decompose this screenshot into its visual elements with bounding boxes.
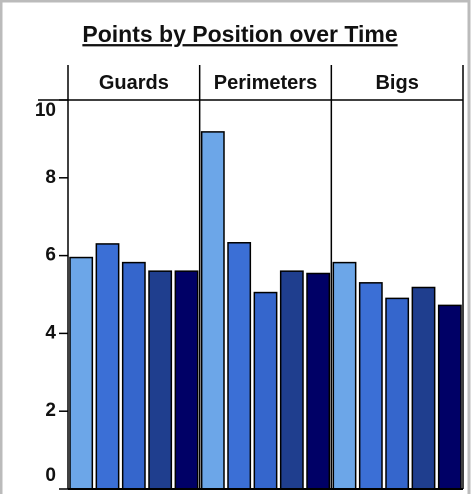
panel-label: Bigs xyxy=(375,72,418,94)
bar xyxy=(148,270,173,490)
y-tick-label: 0 xyxy=(45,465,56,486)
y-tick-label: 8 xyxy=(45,167,56,188)
y-tick-label: 6 xyxy=(45,245,56,266)
bar xyxy=(385,297,410,490)
bar xyxy=(227,242,252,490)
bar xyxy=(200,131,225,490)
bar xyxy=(411,286,436,490)
y-tick-label: 4 xyxy=(45,322,56,343)
chart-title: Points by Position over Time xyxy=(82,21,397,47)
y-tick-label: 10 xyxy=(35,100,56,121)
y-tick-label: 2 xyxy=(45,400,56,421)
bar xyxy=(358,282,383,490)
bar xyxy=(306,272,331,490)
bar xyxy=(279,270,304,490)
bar xyxy=(121,261,146,490)
bar xyxy=(437,304,462,490)
panel-label: Perimeters xyxy=(214,72,317,94)
bar xyxy=(253,291,278,490)
bar xyxy=(174,270,199,490)
bar xyxy=(69,256,94,490)
bar xyxy=(332,261,357,490)
bar xyxy=(95,243,120,490)
panel-label: Guards xyxy=(99,72,169,94)
